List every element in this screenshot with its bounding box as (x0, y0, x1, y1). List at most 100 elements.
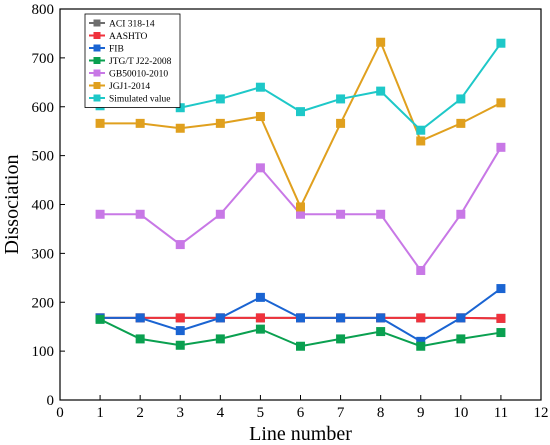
data-point (456, 118, 466, 128)
data-point (95, 209, 105, 219)
data-point (95, 118, 105, 128)
x-tick-label: 7 (337, 405, 345, 421)
data-point (336, 94, 346, 104)
x-tick-label: 10 (453, 405, 468, 421)
y-tick-label: 600 (32, 100, 55, 116)
data-point (376, 327, 386, 337)
data-point (135, 118, 145, 128)
data-point (496, 313, 506, 323)
y-tick-label: 0 (47, 393, 55, 409)
data-point (376, 313, 386, 323)
data-point (496, 142, 506, 152)
data-point (336, 209, 346, 219)
data-point (175, 240, 185, 250)
legend: ACI 318-14 AASHTO FIB JTG/T J22-2008 GB50010… (84, 13, 181, 108)
series-5 (95, 37, 506, 212)
data-point (336, 313, 346, 323)
data-point (416, 313, 426, 323)
data-point (496, 38, 506, 48)
y-axis-title: Dissociation (1, 155, 23, 255)
x-tick-label: 9 (417, 405, 425, 421)
x-tick-label: 12 (534, 405, 549, 421)
y-tick-label: 200 (32, 295, 55, 311)
legend-item: JTG/T J22-2008 (89, 57, 172, 67)
legend-label: Simulated value (109, 95, 170, 105)
legend-label: JTG/T J22-2008 (109, 57, 172, 67)
data-point (376, 86, 386, 96)
y-tick-label: 400 (32, 198, 55, 214)
legend-item: ACI 318-14 (89, 19, 155, 30)
data-point (215, 334, 225, 344)
legend-marker (93, 19, 101, 27)
data-point (496, 284, 506, 294)
data-point (255, 324, 265, 334)
legend-item: GB50010-2010 (89, 69, 168, 80)
data-point (296, 341, 305, 351)
data-point (376, 209, 386, 219)
y-tick-label: 300 (32, 246, 55, 262)
data-point (255, 313, 265, 323)
legend-marker (93, 69, 101, 77)
data-point (215, 118, 225, 128)
legend-label: ACI 318-14 (109, 20, 155, 30)
x-tick-label: 11 (494, 405, 508, 421)
data-point (416, 136, 426, 146)
data-point (175, 313, 185, 323)
data-point (456, 209, 466, 219)
x-tick-label: 3 (177, 405, 185, 421)
data-point (336, 118, 346, 128)
data-point (496, 98, 506, 108)
x-tick-label: 6 (297, 405, 305, 421)
y-tick-label: 500 (32, 149, 55, 165)
legend-label: GB50010-2010 (109, 70, 168, 80)
data-point (296, 107, 305, 117)
y-tick-label: 700 (32, 51, 55, 67)
legend-item: FIB (89, 44, 124, 55)
data-point (255, 82, 265, 92)
legend-label: AASHTO (109, 32, 147, 42)
data-point (456, 313, 466, 323)
x-tick-label: 5 (257, 405, 265, 421)
series-layer (95, 37, 506, 351)
data-point (336, 334, 346, 344)
series-2 (95, 284, 506, 346)
x-tick-label: 4 (217, 405, 225, 421)
data-point (215, 209, 225, 219)
data-point (296, 202, 305, 212)
x-axis-title: Line number (249, 423, 352, 445)
legend-marker (93, 57, 101, 64)
data-point (496, 328, 506, 338)
x-tick-label: 8 (377, 405, 385, 421)
data-point (175, 340, 185, 350)
data-point (175, 123, 185, 133)
x-tick-label: 2 (136, 405, 144, 421)
data-point (416, 125, 426, 135)
x-tick-label: 0 (56, 405, 64, 421)
data-point (456, 94, 466, 104)
series-4 (95, 142, 506, 275)
data-point (296, 313, 305, 323)
data-point (215, 94, 225, 104)
legend-item: Simulated value (89, 94, 170, 105)
legend-marker (93, 94, 101, 102)
series-3 (95, 314, 506, 351)
data-point (135, 313, 145, 323)
data-point (135, 334, 145, 344)
data-point (296, 209, 305, 219)
legend-marker (93, 44, 101, 52)
data-point (135, 209, 145, 219)
legend-item: JGJ1-2014 (89, 82, 150, 92)
y-tick-label: 800 (32, 2, 55, 18)
data-point (376, 37, 386, 47)
legend-marker (93, 82, 101, 89)
legend-label: JGJ1-2014 (109, 82, 150, 92)
data-point (95, 314, 105, 324)
data-point (255, 292, 265, 302)
data-point (255, 163, 265, 173)
legend-marker (93, 32, 101, 39)
data-point (215, 313, 225, 323)
data-point (255, 112, 265, 122)
legend-item: AASHTO (89, 32, 147, 42)
